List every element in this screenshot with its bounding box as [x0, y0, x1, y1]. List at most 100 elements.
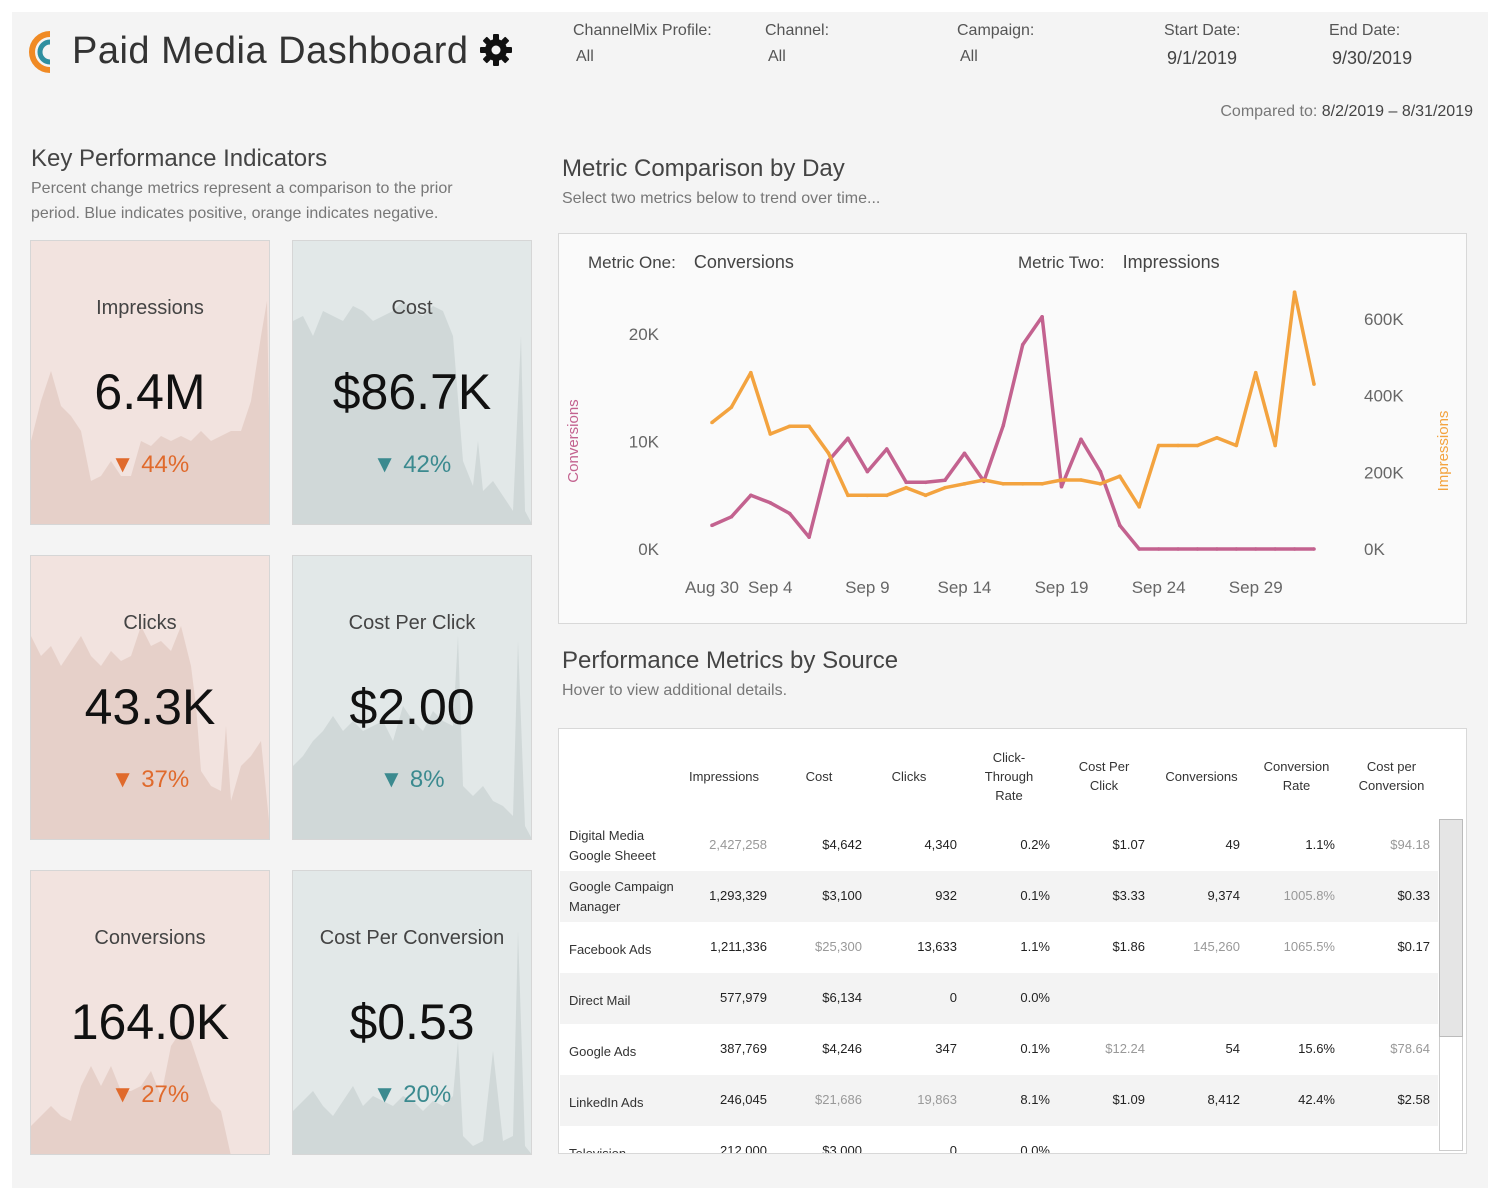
data-point-conversions [1001, 423, 1006, 428]
table-cell: $2.58 [1397, 1092, 1430, 1107]
table-row[interactable]: Google Campaign Manager 1,293,329 $3,100 932… [560, 871, 1438, 922]
kpi-card-cost[interactable]: Cost $86.7K ▼ 42% [292, 240, 532, 525]
kpi-change: ▼ 8% [379, 766, 445, 793]
column-header-line: Click- [992, 749, 1026, 765]
kpi-subtitle-line: period. Blue indicates positive, orange … [31, 205, 439, 222]
x-tick-label: Sep 4 [748, 578, 792, 597]
table-column-header[interactable]: Clicks [864, 767, 954, 786]
column-header-line: Cost [805, 768, 833, 784]
data-point-conversions [826, 459, 831, 463]
compared-range: 8/2/2019 – 8/31/2019 [1321, 103, 1473, 120]
table-column-header[interactable]: Conversion Rate [1249, 757, 1344, 795]
table-row[interactable]: LinkedIn Ads 246,045 $21,686 19,863 8.1% $1.0… [560, 1075, 1438, 1126]
comparison-title: Metric Comparison by Day [562, 155, 845, 182]
metric-one-selector[interactable]: Metric One: Conversions [588, 252, 794, 273]
table-column-header[interactable]: Impressions [674, 767, 774, 786]
table-column-header[interactable]: Cost per Conversion [1344, 757, 1439, 795]
table-cell: $12.24 [1105, 1041, 1145, 1056]
table-cell: 246,045 [720, 1092, 767, 1107]
data-point-conversions [1195, 547, 1200, 551]
data-point-impressions [1195, 443, 1200, 448]
data-point-impressions [1137, 505, 1142, 509]
filter-channelmix-profile[interactable]: ChannelMix Profile: All [573, 22, 712, 66]
table-cell: 54 [1225, 1041, 1240, 1056]
column-header-line: Cost per [1366, 759, 1417, 774]
table-cell: $6,134 [822, 990, 862, 1005]
data-point-impressions [826, 451, 831, 455]
table-cell: 1,211,336 [710, 939, 767, 954]
source-name-line: Manager [569, 899, 621, 914]
source-name-line: Facebook Ads [569, 942, 652, 957]
table-cell: $1.09 [1112, 1092, 1145, 1107]
kpi-subtitle-line: Percent change metrics represent a compa… [31, 180, 453, 197]
filter-label: ChannelMix Profile: [573, 22, 712, 39]
data-point-impressions [943, 485, 947, 490]
table-cell: 1005.8% [1283, 888, 1335, 903]
kpi-value: 43.3K [84, 679, 216, 735]
gear-icon[interactable] [478, 32, 514, 68]
source-name-line: Google Ads [569, 1044, 637, 1059]
data-point-conversions [1176, 547, 1180, 551]
column-header-line: Through [984, 768, 1034, 784]
table-cell: 0.2% [1020, 837, 1050, 852]
column-header-line: Conversion [1358, 778, 1425, 793]
data-point-conversions [710, 523, 714, 528]
data-point-conversions [807, 535, 811, 539]
table-scrollbar-thumb[interactable] [1439, 819, 1463, 1037]
row-source-name: Direct Mail [569, 991, 689, 1011]
kpi-card-cost-per-click[interactable]: Cost Per Click $2.00 ▼ 8% [292, 555, 532, 840]
filter-value: All [768, 48, 786, 65]
y-left-tick-label: 10K [629, 433, 660, 452]
dual-axis-line-chart[interactable]: 20K 10K 0K 600K 400K 200K 0K Aug 30 Sep 4 Sep 9 Se… [559, 234, 1466, 623]
table-row[interactable]: Direct Mail 577,979 $6,134 0 0.0% [560, 973, 1438, 1024]
performance-title: Performance Metrics by Source [562, 647, 899, 674]
kpi-value: $0.53 [349, 994, 475, 1050]
data-point-conversions [1156, 547, 1161, 551]
data-point-conversions [962, 451, 967, 456]
data-point-impressions [749, 370, 753, 375]
filter-start-date[interactable]: Start Date: 9/1/2019 [1164, 22, 1240, 69]
data-point-conversions [1098, 469, 1103, 474]
kpi-sparkline [31, 1031, 231, 1154]
table-row[interactable]: Television 212,000 $3,000 0 0.0% [560, 1126, 1438, 1154]
kpi-card-clicks[interactable]: Clicks 43.3K ▼ 37% [30, 555, 270, 840]
table-row[interactable]: Digital Media Google Sheeet 2,427,258 $4,64… [560, 820, 1438, 871]
metric-two-selector[interactable]: Metric Two: Impressions [1018, 252, 1220, 273]
table-cell: 2,427,258 [709, 837, 767, 852]
table-row[interactable]: Google Ads 387,769 $4,246 347 0.1% $12.24 54 15… [560, 1024, 1438, 1075]
y-right-tick-label: 400K [1364, 387, 1404, 406]
table-column-header[interactable]: Click- Through Rate [964, 748, 1054, 805]
table-cell: $3,000 [822, 1143, 862, 1154]
table-column-header[interactable]: Conversions [1154, 767, 1249, 786]
kpi-name: Clicks [123, 612, 177, 634]
filter-end-date[interactable]: End Date: 9/30/2019 [1329, 22, 1412, 69]
filter-value: All [960, 48, 978, 65]
source-name-line: LinkedIn Ads [569, 1095, 644, 1110]
table-row[interactable]: Facebook Ads 1,211,336 $25,300 13,633 1.1% $1… [560, 922, 1438, 973]
table-column-header[interactable]: Cost [774, 767, 864, 786]
data-point-impressions [846, 493, 850, 498]
series-line-conversions [711, 315, 1314, 551]
data-point-conversions [1137, 547, 1142, 551]
column-header-line: Impressions [688, 768, 760, 784]
metric-two-value: Impressions [1122, 252, 1220, 272]
row-source-name: Digital Media Google Sheeet [569, 826, 689, 866]
kpi-card-impressions[interactable]: Impressions 6.4M ▼ 44% [30, 240, 270, 525]
table-cell: 932 [935, 888, 957, 903]
data-point-impressions [904, 485, 908, 490]
data-point-impressions [1312, 382, 1316, 386]
data-point-impressions [923, 493, 928, 498]
data-point-impressions [1040, 482, 1044, 486]
filter-channel[interactable]: Channel: All [765, 22, 829, 66]
row-source-name: LinkedIn Ads [569, 1093, 689, 1113]
column-header-line: Conversion [1263, 759, 1330, 774]
data-point-impressions [1234, 443, 1239, 448]
kpi-card-cost-per-conversion[interactable]: Cost Per Conversion $0.53 ▼ 20% [292, 870, 532, 1155]
data-point-impressions [1059, 478, 1064, 482]
filter-campaign[interactable]: Campaign: All [957, 22, 1034, 66]
data-point-conversions [1253, 547, 1258, 551]
x-tick-label: Sep 24 [1132, 578, 1186, 597]
table-column-header[interactable]: Cost Per Click [1059, 757, 1149, 795]
kpi-card-conversions[interactable]: Conversions 164.0K ▼ 27% [30, 870, 270, 1155]
table-cell: 1065.5% [1283, 939, 1335, 954]
